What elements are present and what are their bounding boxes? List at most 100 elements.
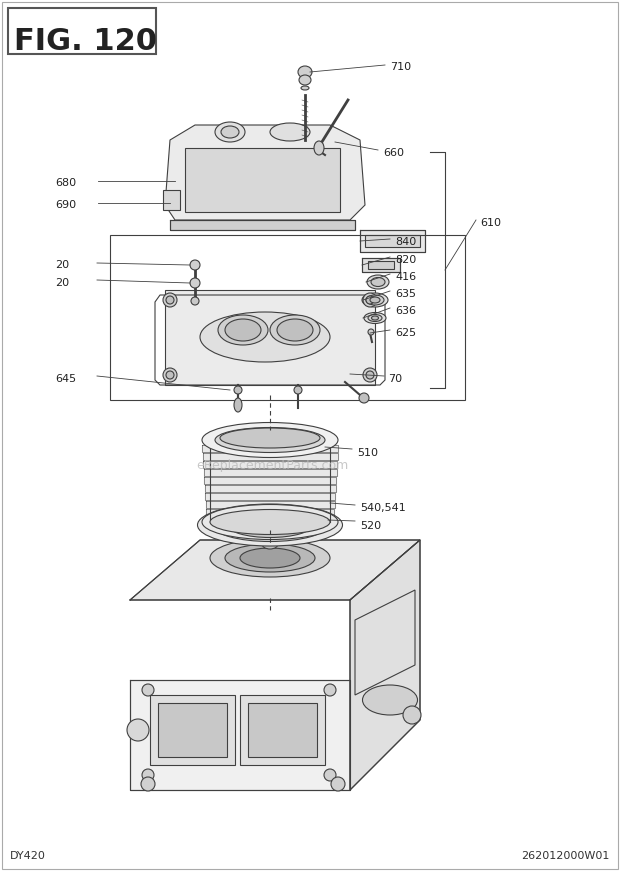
Polygon shape — [203, 461, 337, 468]
Ellipse shape — [225, 544, 315, 572]
Text: 20: 20 — [55, 260, 69, 270]
Ellipse shape — [166, 296, 174, 304]
Ellipse shape — [314, 141, 324, 155]
Text: 840: 840 — [395, 237, 416, 247]
Text: DY420: DY420 — [10, 851, 46, 861]
Polygon shape — [204, 477, 336, 484]
Text: 510: 510 — [357, 448, 378, 458]
Text: 690: 690 — [55, 200, 76, 210]
Ellipse shape — [331, 777, 345, 791]
Polygon shape — [205, 501, 335, 508]
Polygon shape — [170, 220, 355, 230]
Ellipse shape — [403, 706, 421, 724]
Polygon shape — [163, 190, 180, 210]
Ellipse shape — [215, 428, 325, 453]
Text: 540,541: 540,541 — [360, 503, 405, 513]
Text: 70: 70 — [388, 374, 402, 384]
Ellipse shape — [301, 86, 309, 90]
Ellipse shape — [371, 316, 378, 320]
Ellipse shape — [225, 319, 261, 341]
Text: 20: 20 — [55, 278, 69, 288]
Polygon shape — [165, 290, 375, 385]
Ellipse shape — [364, 313, 386, 323]
Ellipse shape — [163, 368, 177, 382]
Ellipse shape — [294, 386, 302, 394]
Text: 262012000W01: 262012000W01 — [521, 851, 610, 861]
Ellipse shape — [220, 428, 320, 448]
Ellipse shape — [366, 296, 374, 304]
Text: 636: 636 — [395, 306, 416, 316]
Polygon shape — [203, 453, 337, 460]
Ellipse shape — [200, 312, 330, 362]
Ellipse shape — [363, 293, 377, 307]
Ellipse shape — [367, 275, 389, 289]
Ellipse shape — [142, 769, 154, 781]
Ellipse shape — [142, 684, 154, 696]
Polygon shape — [355, 590, 415, 695]
Polygon shape — [206, 509, 334, 516]
Polygon shape — [150, 695, 235, 765]
Ellipse shape — [218, 315, 268, 345]
Text: 710: 710 — [390, 62, 411, 72]
Ellipse shape — [234, 386, 242, 394]
Ellipse shape — [163, 293, 177, 307]
Text: 820: 820 — [395, 255, 416, 265]
Ellipse shape — [202, 504, 338, 539]
Polygon shape — [240, 695, 325, 765]
Ellipse shape — [240, 548, 300, 568]
Ellipse shape — [191, 279, 199, 287]
Polygon shape — [158, 703, 227, 757]
Ellipse shape — [210, 510, 330, 535]
Polygon shape — [368, 261, 394, 269]
Polygon shape — [248, 703, 317, 757]
Ellipse shape — [324, 684, 336, 696]
Ellipse shape — [221, 126, 239, 138]
Polygon shape — [205, 493, 335, 500]
Polygon shape — [130, 680, 350, 790]
Polygon shape — [365, 235, 420, 247]
Polygon shape — [205, 485, 335, 492]
Ellipse shape — [298, 66, 312, 78]
Ellipse shape — [299, 75, 311, 85]
Ellipse shape — [366, 371, 374, 379]
Ellipse shape — [363, 685, 417, 715]
Ellipse shape — [166, 371, 174, 379]
Ellipse shape — [362, 293, 388, 307]
Ellipse shape — [363, 368, 377, 382]
Text: 610: 610 — [480, 218, 501, 228]
Ellipse shape — [366, 295, 384, 305]
Ellipse shape — [368, 329, 374, 335]
Ellipse shape — [359, 393, 369, 403]
Text: FIG. 120: FIG. 120 — [14, 28, 157, 57]
Polygon shape — [360, 230, 425, 252]
Text: 416: 416 — [395, 272, 416, 282]
Text: 660: 660 — [383, 148, 404, 158]
Polygon shape — [202, 445, 338, 452]
Ellipse shape — [213, 509, 327, 542]
Ellipse shape — [190, 278, 200, 288]
Polygon shape — [206, 517, 334, 524]
Ellipse shape — [141, 777, 155, 791]
Ellipse shape — [234, 398, 242, 412]
Ellipse shape — [202, 422, 338, 457]
Ellipse shape — [270, 123, 310, 141]
Ellipse shape — [228, 512, 312, 537]
Polygon shape — [130, 540, 420, 600]
Text: 625: 625 — [395, 328, 416, 338]
Bar — [8, 8, 156, 54]
Polygon shape — [185, 148, 340, 212]
Text: 645: 645 — [55, 374, 76, 384]
Bar — [110, 235, 465, 400]
Text: 680: 680 — [55, 178, 76, 188]
Polygon shape — [210, 442, 330, 522]
Text: 635: 635 — [395, 289, 416, 299]
Ellipse shape — [198, 504, 342, 546]
Ellipse shape — [262, 539, 278, 549]
Polygon shape — [203, 469, 337, 476]
Ellipse shape — [324, 769, 336, 781]
Ellipse shape — [210, 539, 330, 577]
Ellipse shape — [368, 314, 382, 321]
Polygon shape — [362, 258, 400, 272]
Text: eReplacementParts.com: eReplacementParts.com — [197, 460, 349, 472]
Ellipse shape — [270, 315, 320, 345]
